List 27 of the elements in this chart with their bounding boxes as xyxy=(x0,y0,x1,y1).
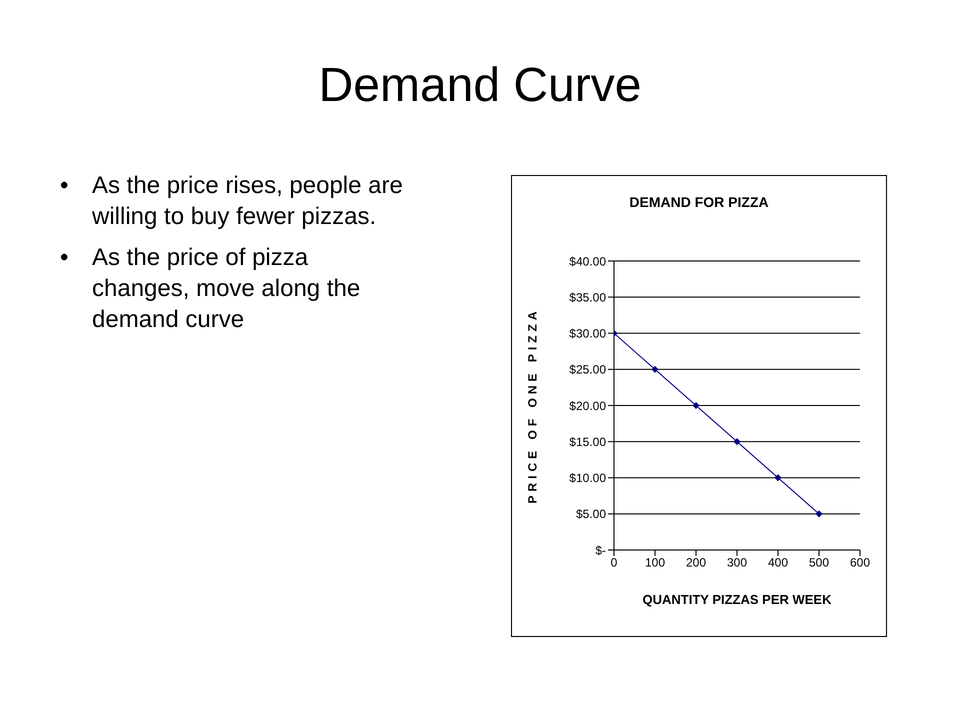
point xyxy=(652,366,658,373)
chart-subtitle: DEMAND FOR PIZZA xyxy=(628,194,770,210)
x-axis-title: QUANTITY PIZZAS PER WEEK xyxy=(642,592,832,607)
x-tick-label: 100 xyxy=(644,556,666,570)
y-tick-label: $15.00 xyxy=(569,434,606,449)
x-tick-label: 0 xyxy=(610,556,618,570)
x-tick-label: 200 xyxy=(686,556,706,570)
point xyxy=(734,438,740,446)
chart-title: Demand Curve xyxy=(318,58,642,113)
point xyxy=(692,402,700,409)
y-tick-label: $10.00 xyxy=(569,471,606,486)
x-tick-label: 400 xyxy=(768,556,788,570)
y-tick-label: $25.00 xyxy=(569,362,606,377)
y-tick-label: $- xyxy=(595,543,606,558)
text: • As the price of pizza changes, move along the demand curve xyxy=(60,243,362,335)
y-tick-label: $5.00 xyxy=(576,507,606,522)
x-tick-label: 500 xyxy=(808,556,830,570)
x-tick-label: 300 xyxy=(726,556,748,570)
y-tick-label: $20.00 xyxy=(569,398,606,413)
y-axis-title: PRICE OF ONE PIZZA xyxy=(525,307,540,504)
y-tick-label: $30.00 xyxy=(569,326,606,341)
point xyxy=(774,474,782,482)
y-tick-label: $35.00 xyxy=(569,290,606,304)
x-tick-label: 600 xyxy=(850,556,870,570)
text: • As the price rises, people are willing to buy fewer pizzas. xyxy=(60,171,404,232)
point xyxy=(816,510,822,518)
y-tick-label: $40.00 xyxy=(569,254,606,268)
